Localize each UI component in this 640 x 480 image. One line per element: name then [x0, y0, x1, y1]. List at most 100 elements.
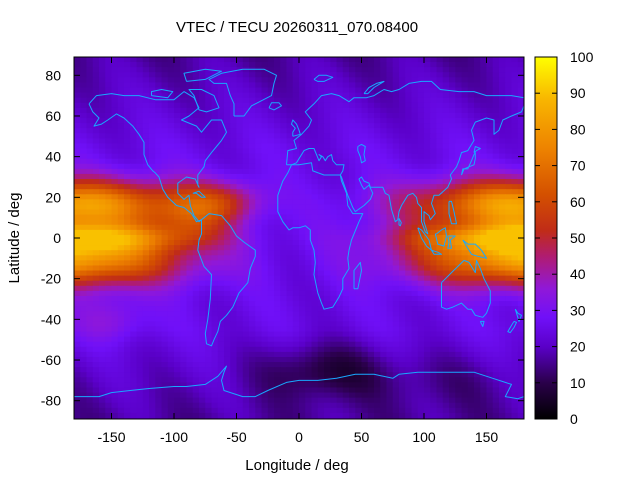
heat-cell [474, 290, 481, 297]
heat-cell [349, 275, 356, 282]
heat-cell [280, 82, 288, 89]
heat-cell [261, 77, 269, 84]
heat-cell [511, 214, 519, 221]
heat-cell [136, 265, 144, 272]
heat-cell [80, 387, 88, 394]
heat-cell [417, 138, 425, 145]
heat-cell [411, 102, 419, 109]
heat-cell [155, 189, 163, 195]
heat-cell [186, 240, 194, 246]
heat-cell [111, 143, 119, 150]
heat-cell [492, 275, 500, 282]
heat-cell [455, 356, 463, 363]
heat-cell [199, 240, 206, 246]
heat-cell [130, 245, 138, 251]
heat-cell [349, 382, 356, 389]
heat-cell [142, 138, 150, 145]
heat-cell [167, 290, 175, 297]
heat-cell [99, 295, 106, 302]
heat-cell [80, 82, 88, 89]
heat-cell [399, 72, 406, 78]
heat-cell [299, 102, 306, 109]
heat-cell [105, 356, 113, 363]
heat-cell [417, 301, 425, 307]
heat-cell [292, 153, 300, 160]
heat-cell [86, 316, 94, 322]
heat-cell [186, 397, 194, 404]
heat-cell [361, 92, 369, 99]
heat-cell [442, 57, 450, 63]
heat-cell [330, 285, 338, 292]
heat-cell [499, 87, 506, 94]
heat-cell [261, 331, 269, 338]
heat-cell [292, 123, 300, 129]
heat-cell [99, 67, 106, 73]
heat-cell [461, 245, 469, 251]
heat-cell [455, 290, 463, 297]
heat-cell [167, 123, 175, 129]
heat-cell [130, 356, 138, 363]
heat-cell [261, 321, 269, 328]
heat-cell [249, 224, 256, 231]
heat-cell [274, 224, 281, 231]
heat-cell [330, 321, 338, 328]
heat-cell [442, 372, 450, 378]
heat-cell [261, 153, 269, 160]
heat-cell [480, 367, 488, 373]
heat-cell [367, 112, 375, 119]
heat-cell [74, 321, 81, 328]
heat-cell [474, 245, 481, 251]
heat-cell [149, 173, 156, 180]
heat-cell [242, 92, 250, 99]
heat-cell [299, 265, 306, 272]
heat-cell [436, 143, 444, 150]
heat-cell [80, 402, 88, 409]
heat-cell [280, 158, 288, 165]
heat-cell [92, 377, 100, 383]
heat-cell [149, 199, 156, 206]
heat-cell [324, 392, 331, 399]
heat-cell [455, 321, 463, 328]
heat-cell [255, 280, 263, 287]
heat-cell [186, 128, 194, 134]
heat-cell [411, 306, 419, 312]
heat-cell [205, 295, 213, 302]
heat-cell [199, 173, 206, 180]
heat-cell [180, 214, 188, 221]
heat-cell [192, 118, 200, 124]
heat-cell [174, 362, 181, 368]
heat-cell [505, 275, 513, 282]
heat-cell [236, 133, 244, 139]
heat-cell [199, 285, 206, 292]
heat-cell [499, 402, 506, 409]
heat-cell [86, 270, 94, 277]
heat-cell [74, 407, 81, 414]
heat-cell [430, 62, 438, 68]
heat-cell [405, 87, 413, 94]
heat-cell [517, 224, 524, 231]
heat-cell [517, 250, 524, 256]
heat-cell [124, 295, 131, 302]
heat-cell [355, 57, 363, 63]
heat-cell [411, 173, 419, 180]
heat-cell [224, 189, 231, 195]
heat-cell [161, 138, 169, 145]
heat-cell [136, 316, 144, 322]
heat-cell [180, 77, 188, 84]
heat-cell [517, 331, 524, 338]
heat-cell [305, 301, 313, 307]
heat-cell [336, 285, 344, 292]
heat-cell [405, 179, 413, 185]
heat-cell [230, 82, 238, 89]
heat-cell [442, 392, 450, 399]
heat-cell [517, 270, 524, 277]
heat-cell [455, 382, 463, 389]
heat-cell [299, 372, 306, 378]
heat-cell [174, 62, 181, 68]
heat-cell [386, 356, 394, 363]
heat-cell [217, 387, 225, 394]
heat-cell [286, 199, 294, 206]
heat-cell [136, 128, 144, 134]
heat-cell [405, 301, 413, 307]
heat-cell [349, 255, 356, 261]
